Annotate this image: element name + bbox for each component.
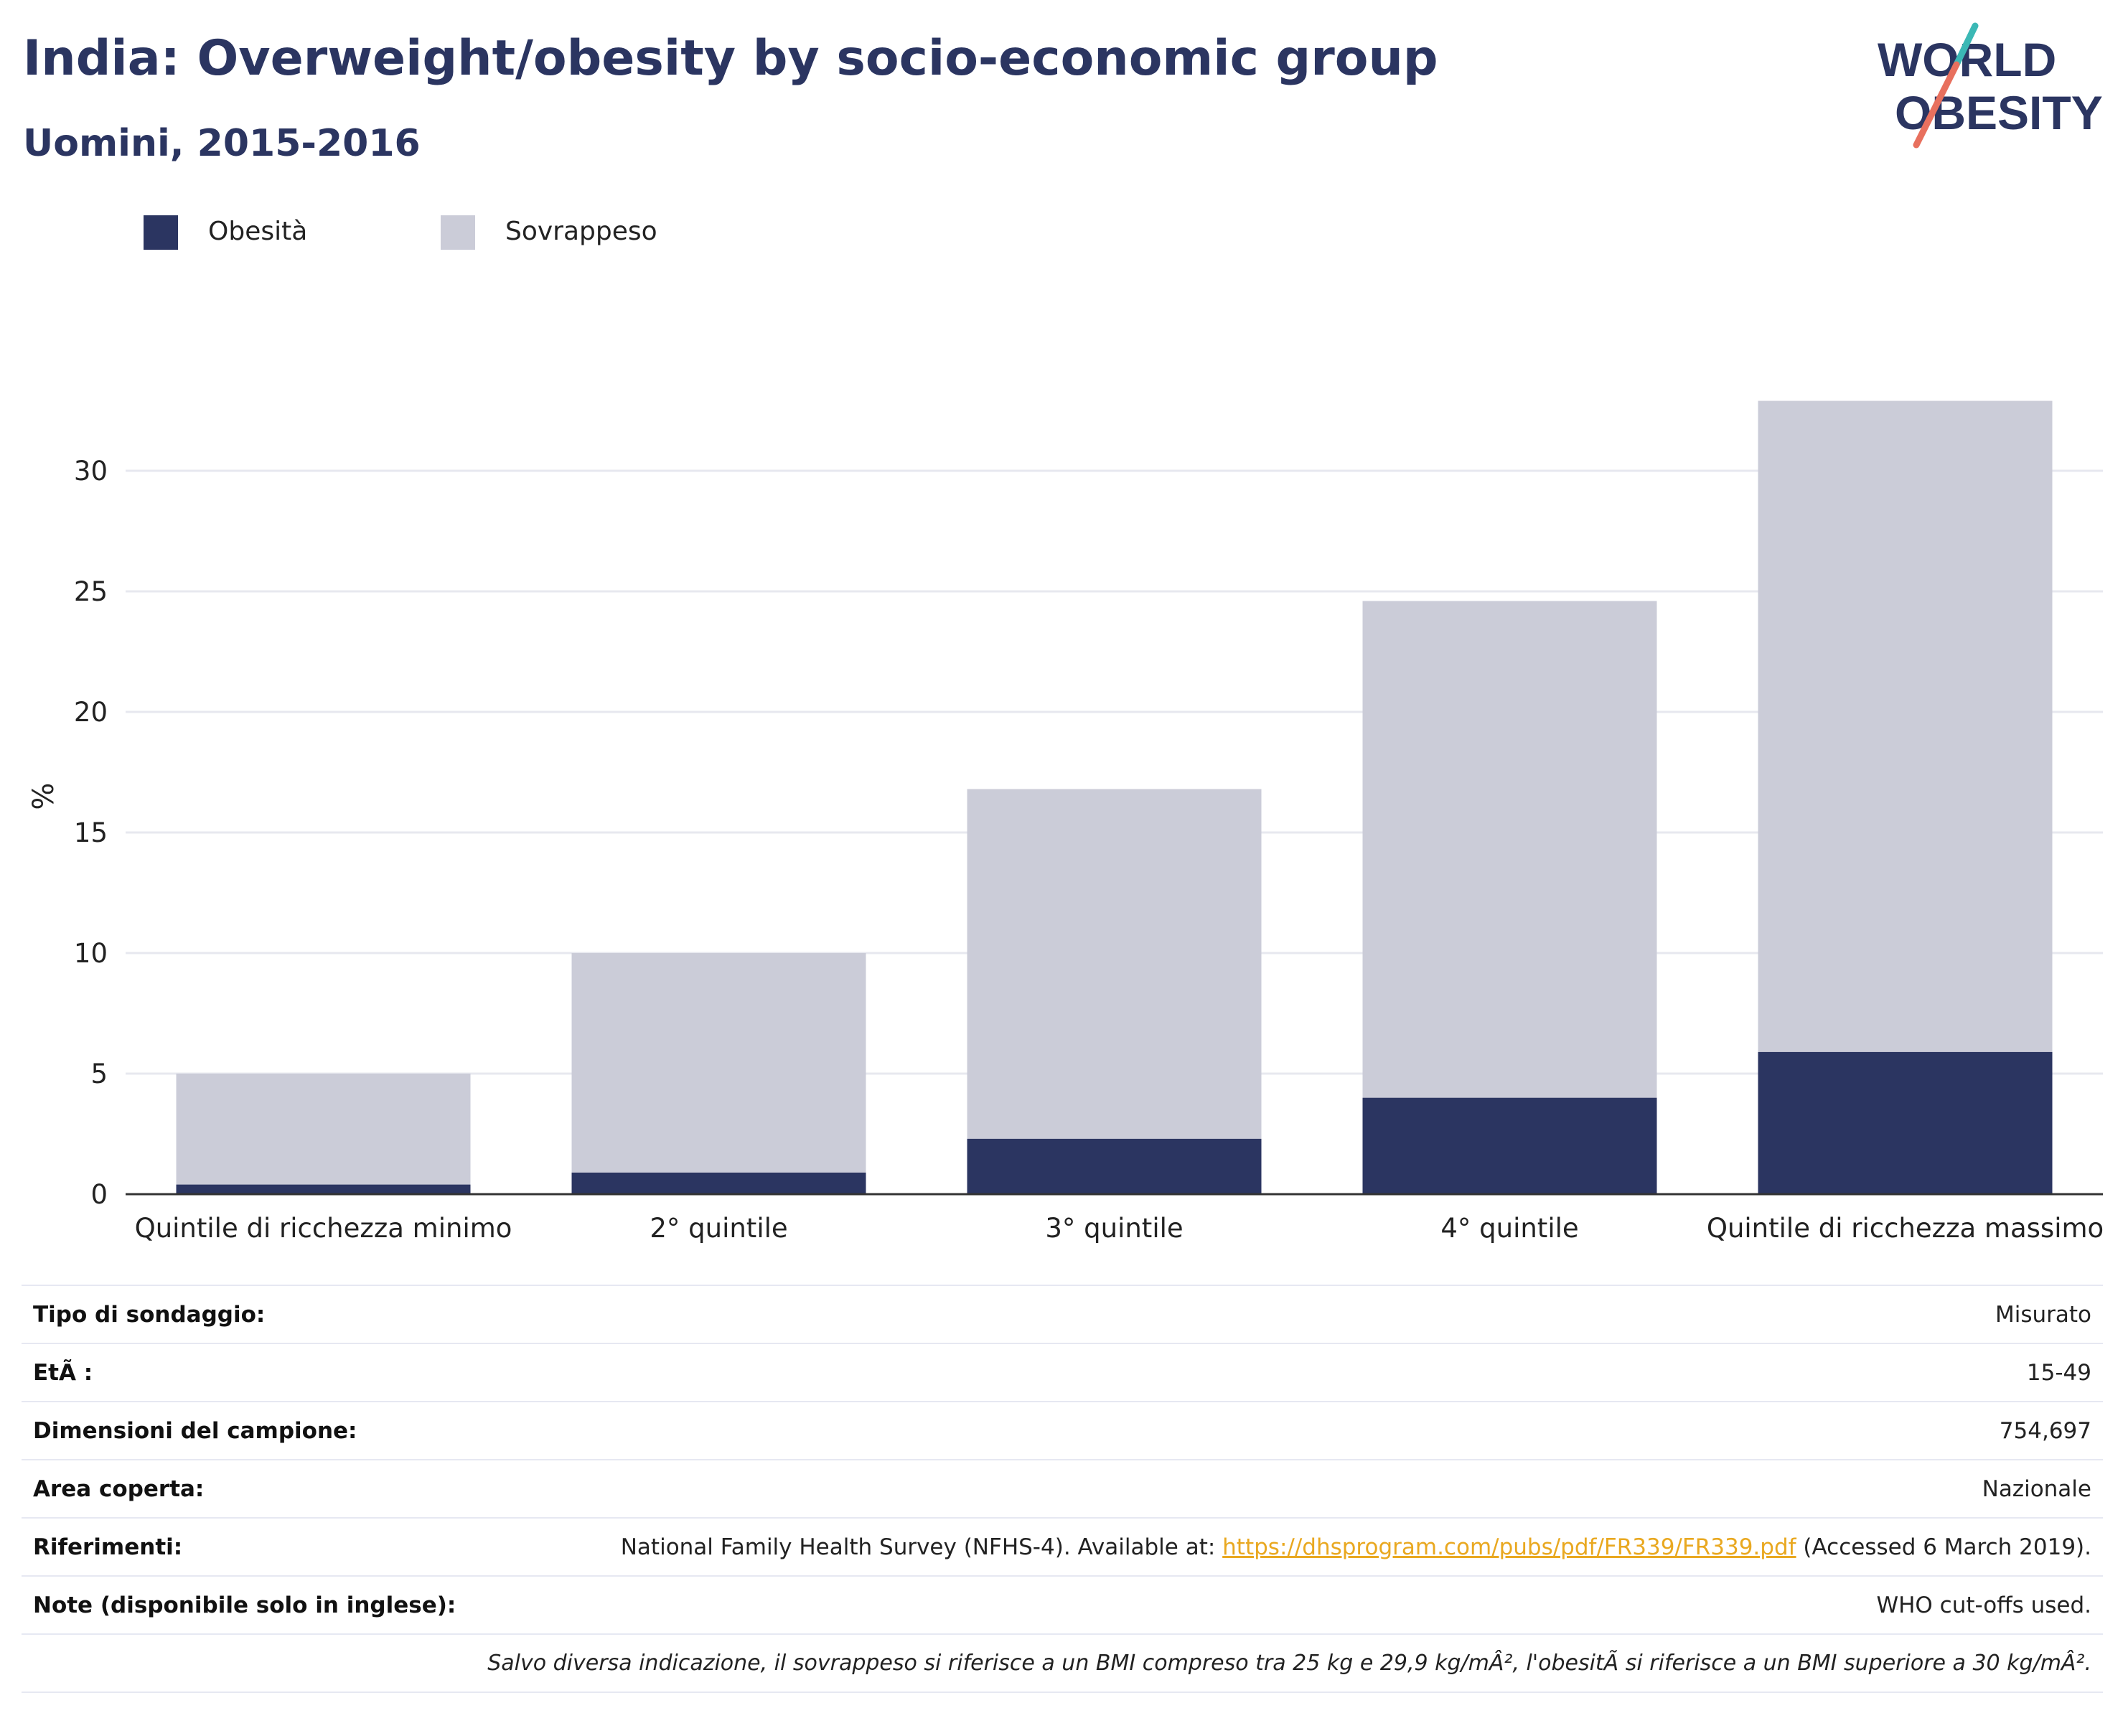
bar-obesity: [176, 1184, 471, 1194]
reference-link[interactable]: https://dhsprogram.com/pubs/pdf/FR339/FR…: [1222, 1534, 1796, 1560]
info-label: Note (disponibile solo in inglese):: [33, 1592, 456, 1618]
legend-label-obesity: Obesità: [208, 217, 308, 246]
info-row-notes: Note (disponibile solo in inglese): WHO …: [22, 1577, 2103, 1635]
logo-slash-teal: [1953, 22, 1979, 68]
info-label: Area coperta:: [33, 1475, 205, 1502]
info-label: Riferimenti:: [33, 1534, 183, 1560]
info-label: Dimensioni del campione:: [33, 1417, 357, 1444]
footnote: Salvo diversa indicazione, il sovrappeso…: [487, 1651, 2091, 1676]
info-table: Tipo di sondaggio: Misurato EtÃ : 15-49 …: [22, 1285, 2103, 1693]
info-row-references: Riferimenti: National Family Health Surv…: [22, 1519, 2103, 1577]
y-axis-label: %: [27, 783, 60, 810]
info-label: Tipo di sondaggio:: [33, 1301, 266, 1328]
info-row-sample-size: Dimensioni del campione: 754,697: [22, 1402, 2103, 1460]
chart-subtitle: Uomini, 2015-2016: [23, 122, 421, 165]
x-tick-label: Quintile di ricchezza massimo: [1707, 1213, 2104, 1244]
info-row-area: Area coperta: Nazionale: [22, 1460, 2103, 1519]
info-value: 15-49: [2026, 1359, 2091, 1386]
x-tick-label: Quintile di ricchezza minimo: [135, 1213, 512, 1244]
info-value: 754,697: [1999, 1417, 2091, 1444]
y-tick-label: 15: [74, 817, 108, 848]
info-row-footnote: Salvo diversa indicazione, il sovrappeso…: [22, 1635, 2103, 1693]
reference-suffix: (Accessed 6 March 2019).: [1796, 1534, 2091, 1560]
legend-swatch-obesity: [144, 215, 178, 250]
reference-prefix: National Family Health Survey (NFHS-4). …: [620, 1534, 1223, 1560]
legend-swatch-overweight: [441, 215, 475, 250]
bar-obesity: [571, 1172, 866, 1194]
stacked-bar-chart: 0 5 10 15 20 25 30% Quintile di ricchezza minim…: [27, 400, 2104, 1244]
world-obesity-logo: WORLD OBESITY: [1878, 22, 2103, 149]
y-tick-label: 0: [90, 1179, 108, 1210]
bar-overweight: [1758, 400, 2053, 1052]
bar-overweight: [1362, 601, 1657, 1098]
y-tick-label: 25: [74, 576, 108, 607]
info-value: WHO cut-offs used.: [1876, 1592, 2091, 1618]
bar-obesity: [967, 1138, 1262, 1194]
info-value: Nazionale: [1982, 1475, 2091, 1502]
info-value: Misurato: [1995, 1301, 2091, 1328]
bar-obesity: [1758, 1051, 2053, 1194]
bar-overweight: [571, 953, 866, 1173]
logo-slash-coral: [1913, 61, 1960, 149]
info-label: EtÃ :: [33, 1359, 93, 1386]
x-tick-label: 4° quintile: [1440, 1213, 1578, 1244]
bar-obesity: [1362, 1097, 1657, 1194]
info-row-age: EtÃ : 15-49: [22, 1344, 2103, 1402]
y-tick-label: 20: [74, 697, 108, 728]
info-row-survey-type: Tipo di sondaggio: Misurato: [22, 1286, 2103, 1344]
info-value-references: National Family Health Survey (NFHS-4). …: [621, 1534, 2091, 1560]
legend-label-overweight: Sovrappeso: [505, 217, 657, 246]
x-tick-label: 3° quintile: [1045, 1213, 1183, 1244]
bar-overweight: [967, 789, 1262, 1139]
y-tick-label: 10: [74, 938, 108, 969]
y-tick-label: 30: [74, 456, 108, 487]
x-tick-label: 2° quintile: [650, 1213, 787, 1244]
bar-overweight: [176, 1074, 471, 1185]
y-tick-label: 5: [90, 1059, 108, 1089]
chart-title: India: Overweight/obesity by socio-econo…: [23, 30, 1438, 87]
